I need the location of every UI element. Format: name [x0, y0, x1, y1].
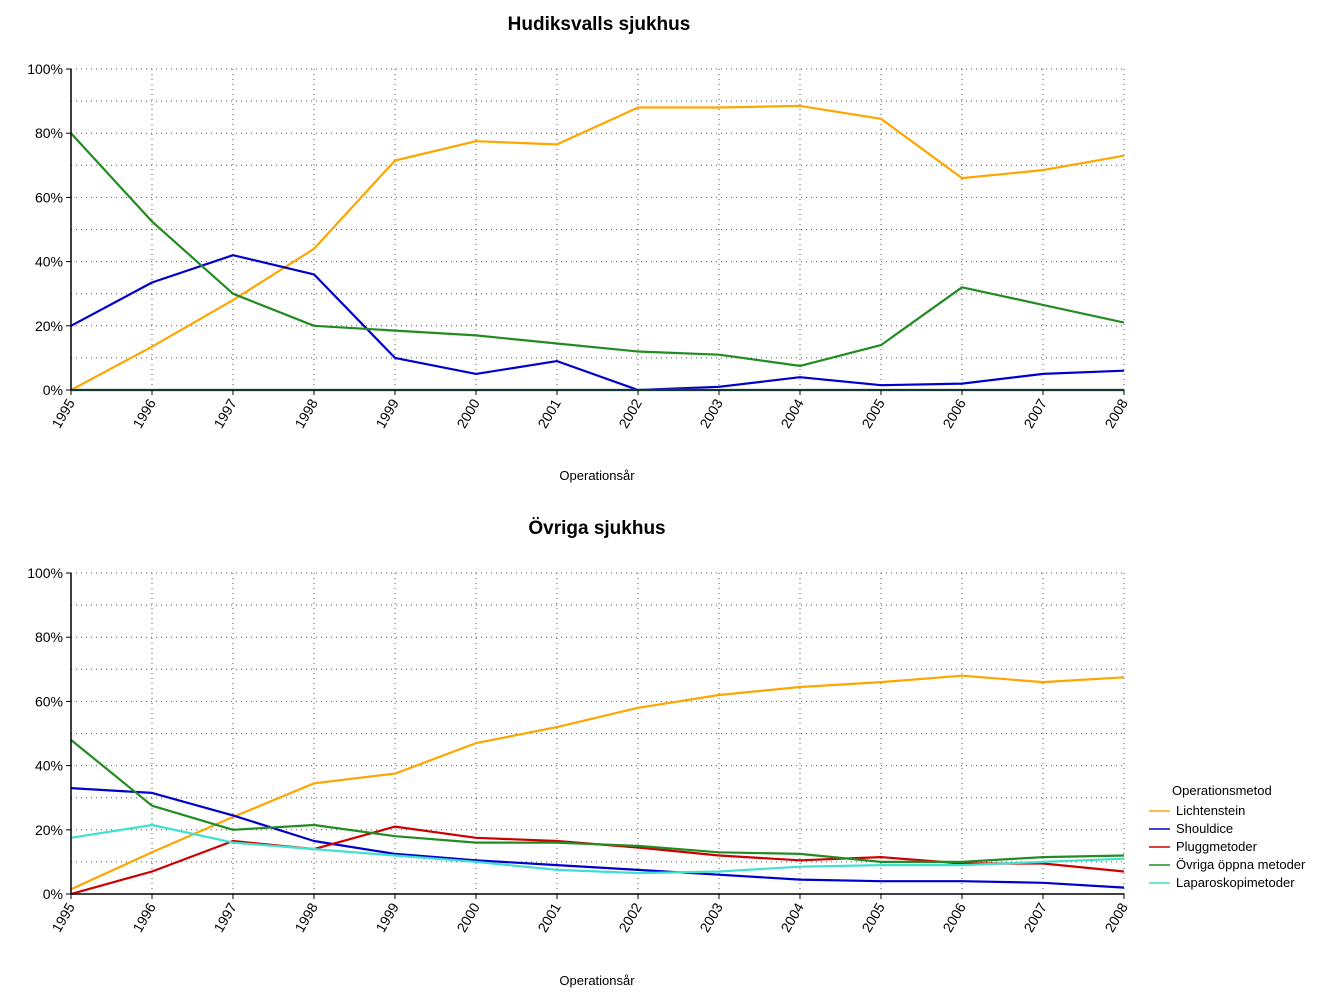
- panel-hudiksvall: Hudiksvalls sjukhus 0% 20% 40% 60% 80% 100% 1…: [27, 14, 1131, 483]
- x-tick-label: 1995: [48, 396, 78, 431]
- series-line--vriga-ppna-metoder: [70, 739, 1125, 864]
- x-tick-label: 1999: [372, 396, 402, 431]
- x-tick-label: 2003: [696, 900, 726, 935]
- series-line-laparoskopimetoder: [70, 823, 1125, 875]
- x-tick-labels: 1995 1996 1997 1998 1999 2000 2001 2002 2003 2004…: [48, 390, 1131, 431]
- x-tick-label: 2002: [615, 900, 645, 935]
- axes: [70, 69, 1124, 391]
- x-tick-label: 2007: [1020, 396, 1050, 431]
- x-tick-label: 1999: [372, 900, 402, 935]
- x-axis-label: Operationsår: [559, 468, 635, 483]
- y-tick-labels: 0% 20% 40% 60% 80% 100%: [27, 565, 71, 902]
- x-tick-label: 1996: [129, 396, 159, 431]
- legend: Operationsmetod Lichtenstein Shouldice Plu…: [1149, 783, 1306, 890]
- x-tick-label: 2008: [1101, 900, 1131, 935]
- x-tick-label: 1996: [129, 900, 159, 935]
- x-tick-label: 1998: [291, 396, 321, 431]
- x-tick-label: 2007: [1020, 900, 1050, 935]
- x-tick-label: 2004: [777, 396, 807, 431]
- x-tick-label: 2000: [453, 396, 483, 431]
- y-tick-label: 40%: [35, 254, 63, 270]
- legend-label: Pluggmetoder: [1176, 839, 1258, 854]
- y-tick-label: 60%: [35, 693, 63, 709]
- panel-ovriga: Övriga sjukhus 0%20%40%60%80%100% 1995 19…: [27, 518, 1131, 988]
- y-tick-label: 40%: [35, 758, 63, 774]
- legend-title: Operationsmetod: [1172, 783, 1272, 798]
- x-tick-label: 2005: [858, 900, 888, 935]
- x-tick-label: 1995: [48, 900, 78, 935]
- y-tick-label: 80%: [35, 125, 63, 141]
- y-tick-label: 20%: [35, 318, 63, 334]
- x-tick-label: 2006: [939, 396, 969, 431]
- x-tick-label: 2001: [534, 900, 564, 935]
- panel-title: Övriga sjukhus: [528, 518, 665, 539]
- y-tick-label: 100%: [27, 565, 63, 581]
- legend-label: Övriga öppna metoder: [1176, 857, 1306, 872]
- series-line-shouldice: [70, 254, 1125, 392]
- x-tick-label: 1997: [210, 900, 240, 935]
- axes: [70, 573, 1124, 895]
- y-tick-label: 0%: [43, 382, 63, 398]
- series-line-lichtenstein: [70, 104, 1125, 391]
- series-line--vriga-ppna-metoder: [70, 132, 1125, 367]
- series-line-pluggmetoder: [70, 825, 1125, 896]
- legend-label: Laparoskopimetoder: [1176, 875, 1295, 890]
- y-tick-label: 100%: [27, 61, 63, 77]
- x-grid: [151, 573, 1125, 894]
- series-lines: [70, 674, 1125, 896]
- series-line-shouldice: [70, 787, 1125, 889]
- x-tick-label: 2001: [534, 396, 564, 431]
- x-grid: [151, 69, 1125, 390]
- y-tick-label: 60%: [35, 189, 63, 205]
- legend-items: Lichtenstein Shouldice Pluggmetoder Övriga …: [1149, 803, 1306, 890]
- legend-label: Lichtenstein: [1176, 803, 1245, 818]
- x-tick-label: 1997: [210, 396, 240, 431]
- x-tick-labels: 1995 1996 1997 1998 1999 2000 2001 2002 2003 2004…: [48, 894, 1131, 935]
- x-tick-label: 2003: [696, 396, 726, 431]
- x-tick-label: 2000: [453, 900, 483, 935]
- y-tick-label: 0%: [43, 886, 63, 902]
- y-tick-label: 80%: [35, 629, 63, 645]
- grid: [71, 68, 1124, 359]
- panel-title: Hudiksvalls sjukhus: [508, 14, 691, 35]
- legend-label: Shouldice: [1176, 821, 1233, 836]
- x-tick-label: 2004: [777, 900, 807, 935]
- y-tick-labels: 0% 20% 40% 60% 80% 100%: [27, 61, 71, 398]
- series-lines: [70, 104, 1125, 392]
- series-line-lichtenstein: [70, 674, 1125, 891]
- x-tick-label: 2008: [1101, 396, 1131, 431]
- y-tick-label: 20%: [35, 822, 63, 838]
- x-tick-label: 2002: [615, 396, 645, 431]
- x-tick-label: 2006: [939, 900, 969, 935]
- x-axis-label: Operationsår: [559, 973, 635, 988]
- x-tick-label: 1998: [291, 900, 321, 935]
- x-tick-label: 2005: [858, 396, 888, 431]
